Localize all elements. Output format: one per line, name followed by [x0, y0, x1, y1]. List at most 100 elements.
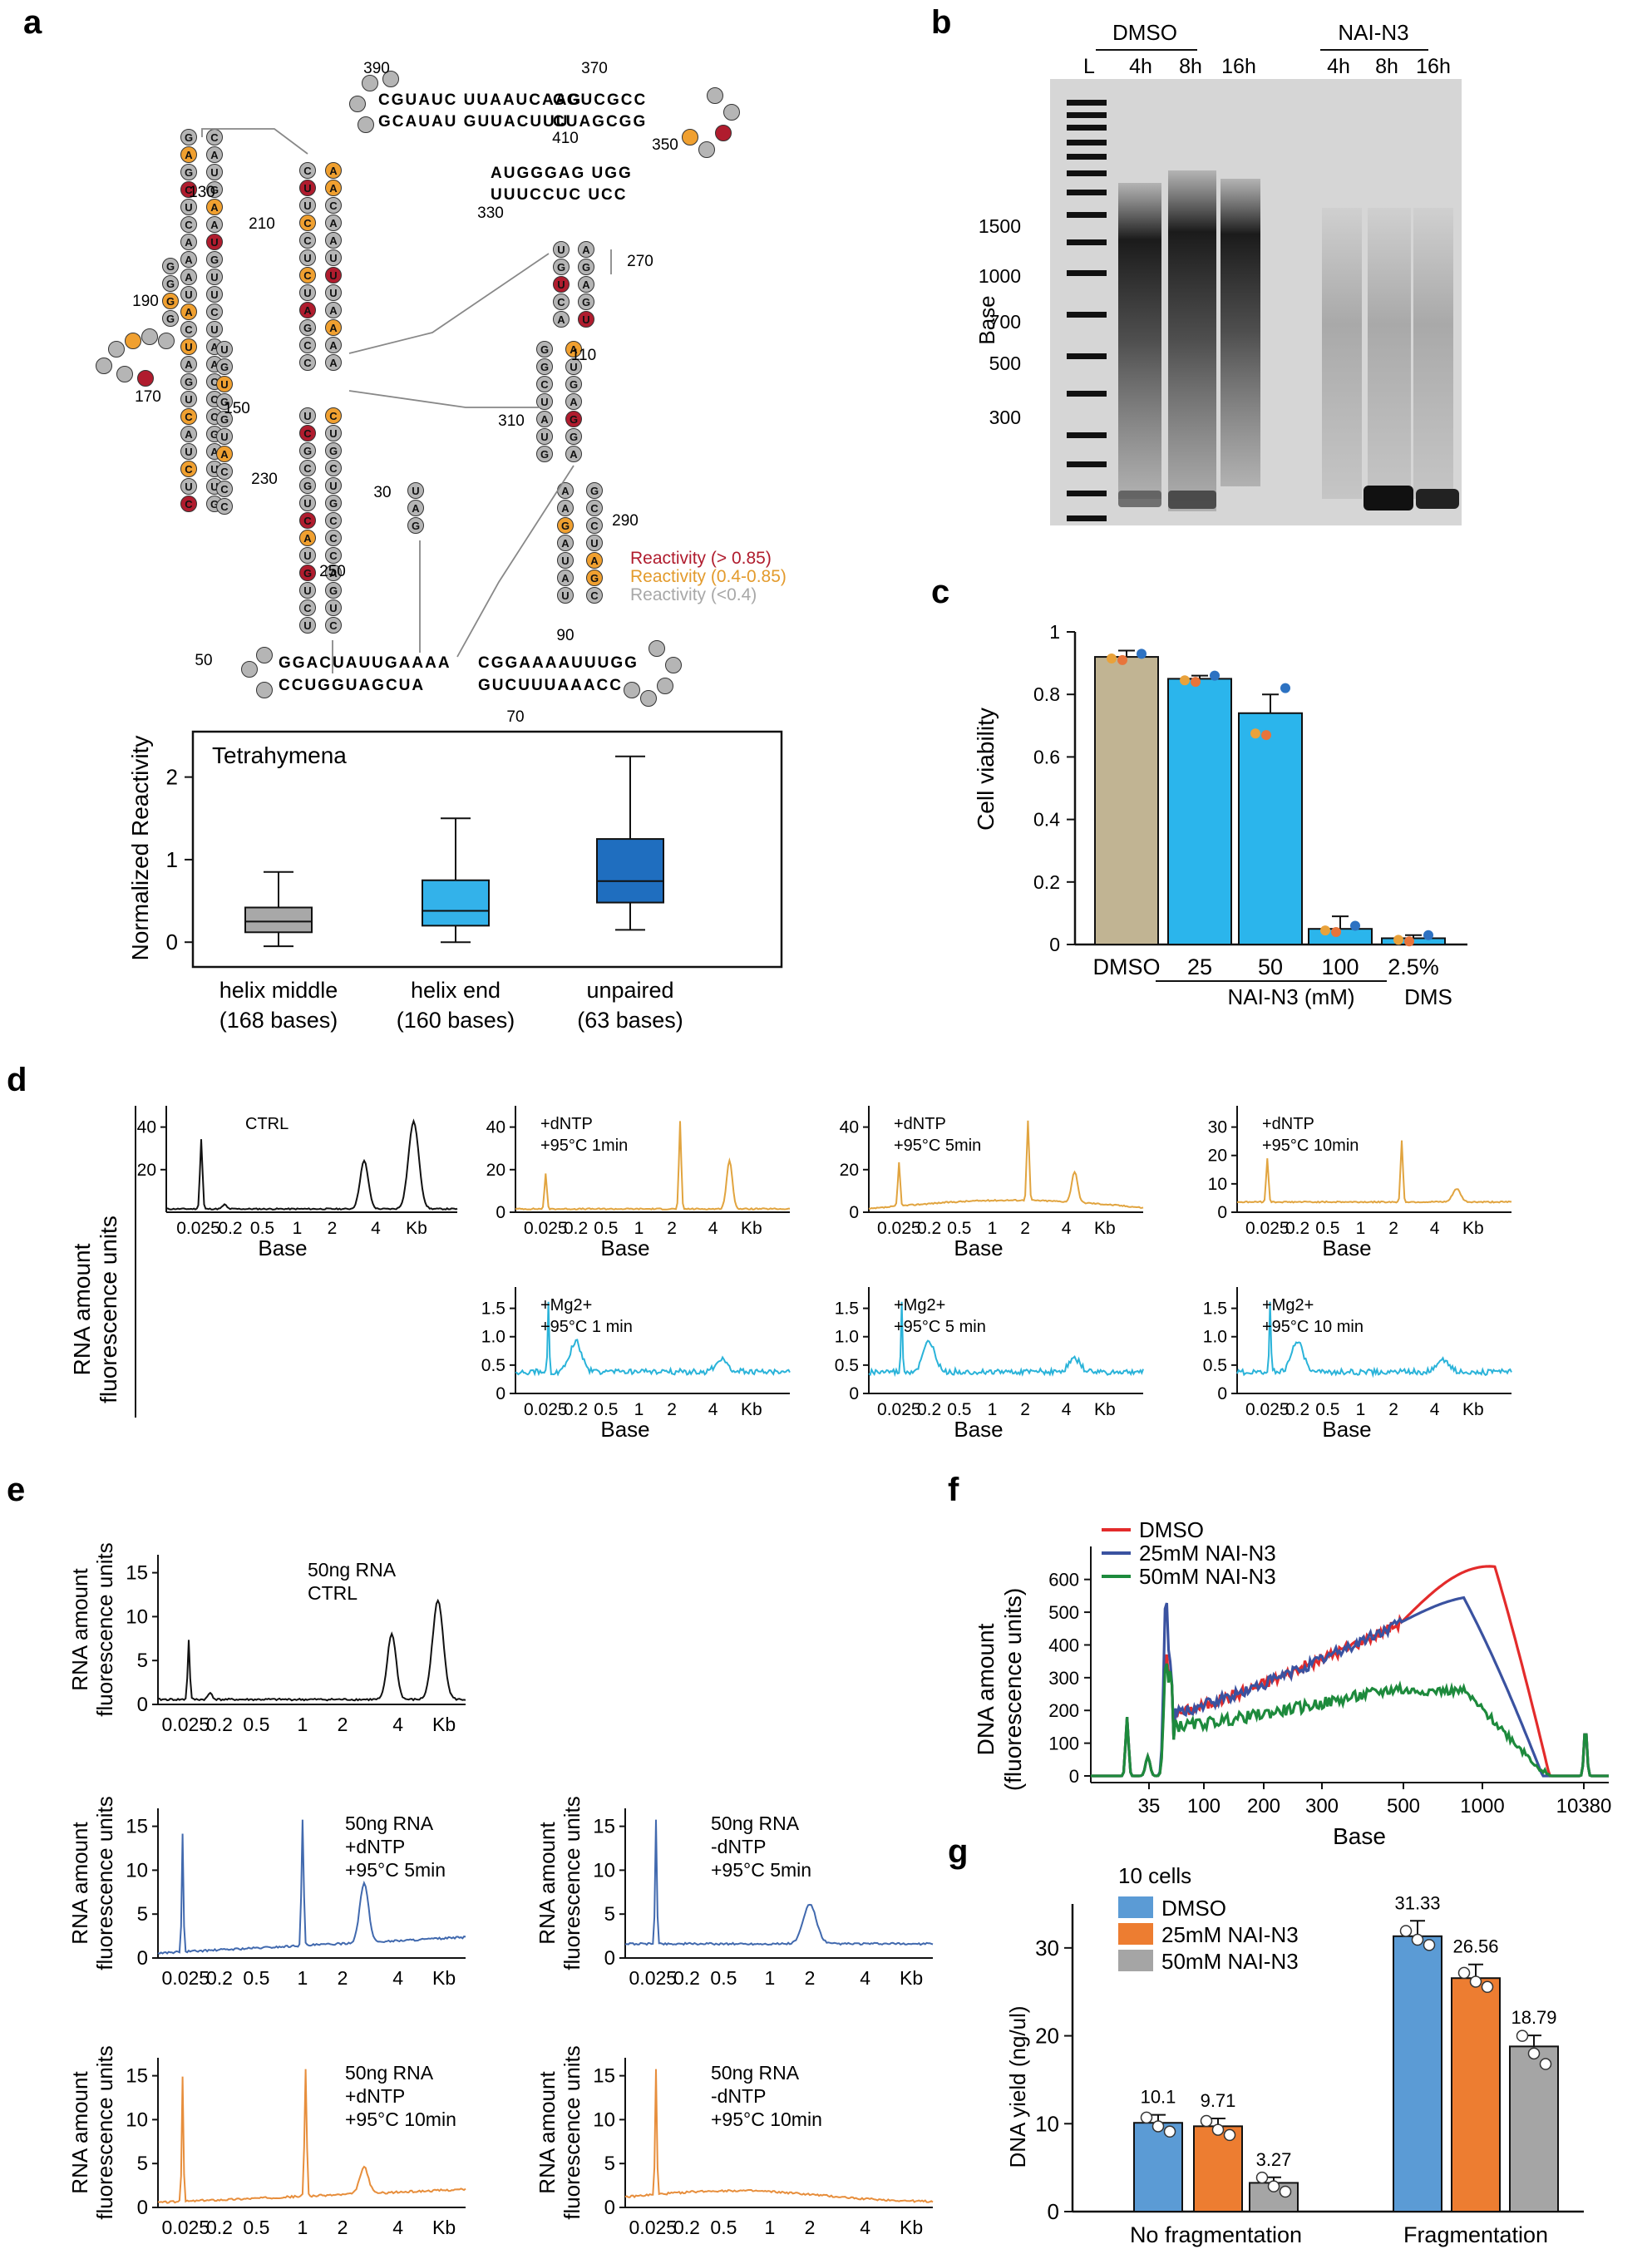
- e-xtick-label: 0.025: [162, 1967, 210, 1989]
- d-xtick-label: Kb: [1094, 1219, 1116, 1238]
- nucleotide-letter: C: [329, 515, 338, 527]
- nucleotide-letter: C: [329, 410, 338, 422]
- panel-label-c: c: [931, 574, 949, 610]
- nucleotide: [299, 565, 316, 581]
- d-ytick-label: 0: [849, 1384, 859, 1403]
- e-xtick-label: 1: [298, 2217, 308, 2238]
- nucleotide: [299, 232, 316, 249]
- f-xtick-label: 1000: [1460, 1795, 1504, 1817]
- c-datapoint: [1210, 670, 1220, 681]
- g-datapoint: [1481, 1980, 1494, 1994]
- e-ytick-label: 15: [126, 2065, 148, 2088]
- nucleotide-letter: A: [570, 448, 578, 461]
- g-value-label: 10.1: [1141, 2087, 1176, 2108]
- nucleotide: [565, 358, 582, 375]
- e-plot-4: RNA amount fluorescence units 0510150.0250…: [67, 2045, 466, 2238]
- nucleotide-letter: U: [185, 393, 192, 406]
- nucleotide: [557, 517, 574, 534]
- smear-dmso-16h: [1221, 179, 1260, 486]
- panel-e-electropherograms: RNA amount fluorescence units 0510150.0250…: [67, 1542, 934, 2238]
- c-ylabel: Cell viability: [973, 708, 999, 831]
- d-ytick-label: 30: [1208, 1118, 1227, 1137]
- seq-top-left: CGUAUC UUAAUCAAG: [378, 91, 582, 109]
- nucleotide: [325, 547, 342, 564]
- nucleotide: [565, 411, 582, 427]
- c-xticks: DMSO 25 50 100 2.5%: [1093, 954, 1439, 979]
- g-datapoint: [1516, 2030, 1529, 2042]
- nucleotide-letter: G: [570, 413, 578, 426]
- boxplot-ylabel: Normalized Reactivity: [127, 736, 153, 961]
- nucleotide: [256, 647, 273, 663]
- nucleotide-letter: U: [412, 485, 419, 497]
- nucleotide-letter: G: [303, 445, 312, 457]
- nucleotide: [180, 286, 197, 303]
- d-xtick-label: 0.025: [877, 1219, 921, 1238]
- ladder-band: [1067, 112, 1107, 118]
- d-xtick-label: 2: [667, 1400, 677, 1419]
- nucleotide: [325, 267, 342, 284]
- c-group-nai: NAI-N3 (mM): [1227, 984, 1354, 1009]
- nucleotide-letter: A: [561, 537, 570, 550]
- d-xtick-label: 0.025: [1245, 1400, 1290, 1419]
- d-ytick-label: 1.0: [1203, 1328, 1227, 1347]
- nucleotide-letter: G: [166, 295, 175, 308]
- nucleotide: [586, 552, 603, 569]
- nucleotide: [553, 259, 570, 275]
- ladder-band: [1067, 140, 1107, 145]
- nucleotide-letter: U: [210, 481, 218, 493]
- d-xlabel: Base: [258, 1235, 307, 1260]
- g-value-label: 9.71: [1201, 2090, 1236, 2111]
- d-xtick-label: 0.5: [594, 1219, 618, 1238]
- f-legend-label: 50mM NAI-N3: [1139, 1564, 1276, 1589]
- ladder-band: [1067, 312, 1107, 318]
- e-ytick-label: 10: [126, 1859, 148, 1882]
- nucleotide-letter: C: [303, 269, 312, 282]
- ladder-band: [1067, 190, 1107, 195]
- panel-f-line-chart: DNA amount (fluorescence units) Base 0 10…: [973, 1517, 1611, 1849]
- d-xtick-label: 1: [634, 1219, 644, 1238]
- d-ytick-label: 0: [849, 1203, 859, 1222]
- c-ytick-label: 0.2: [1033, 871, 1060, 893]
- g-datapoint: [1469, 1975, 1482, 1988]
- d-ytick-label: 1.5: [481, 1300, 505, 1319]
- nucleotide: [162, 310, 179, 327]
- nucleotide: [206, 321, 223, 338]
- nucleotide-letter: G: [561, 520, 570, 532]
- nucleotide: [299, 442, 316, 459]
- d-ytick-label: 40: [840, 1118, 859, 1137]
- position-number: 30: [373, 484, 391, 501]
- d-xtick-label: 4: [1062, 1400, 1072, 1419]
- d-xtick-label: 1: [1356, 1219, 1366, 1238]
- nucleotide: [325, 407, 342, 424]
- d-ytick-label: 20: [1208, 1147, 1227, 1166]
- d-xtick-label: 0.2: [564, 1219, 588, 1238]
- nucleotide: [256, 682, 273, 698]
- g-datapoint: [1223, 2128, 1236, 2142]
- e-ytick-label: 0: [137, 1947, 148, 1970]
- g-datapoint: [1279, 2185, 1292, 2198]
- d-trace: [1236, 1301, 1512, 1378]
- seq-mid-b: UUUCCUC UCC: [491, 186, 628, 204]
- nucleotide-letter: U: [220, 343, 228, 356]
- ladder-band: [1067, 170, 1107, 176]
- nucleotide: [216, 376, 233, 392]
- e-xtick-label: 0.5: [243, 1714, 269, 1735]
- e-label-2: CTRL: [308, 1582, 358, 1604]
- nucleotide-letter: G: [540, 343, 549, 356]
- nucleotide-letter: A: [210, 341, 219, 353]
- nucleotide-letter: A: [220, 448, 229, 461]
- d-xtick-label: 0.5: [250, 1219, 274, 1238]
- e-label-1: 50ng RNA: [345, 2062, 434, 2084]
- d-label-2: +95°C 10min: [1262, 1137, 1359, 1155]
- ladder-band: [1067, 125, 1107, 131]
- nucleotide: [216, 446, 233, 462]
- d-trace: [515, 1121, 791, 1211]
- ladder-band: [1067, 212, 1107, 218]
- nucleotide-letter: U: [210, 463, 218, 476]
- e-xtick-label: 4: [392, 1967, 403, 1989]
- nucleotide: [206, 146, 223, 163]
- nucleotide: [206, 164, 223, 180]
- e-xtick-label: 4: [860, 1967, 870, 1989]
- e-label-3: +95°C 10min: [345, 2108, 456, 2130]
